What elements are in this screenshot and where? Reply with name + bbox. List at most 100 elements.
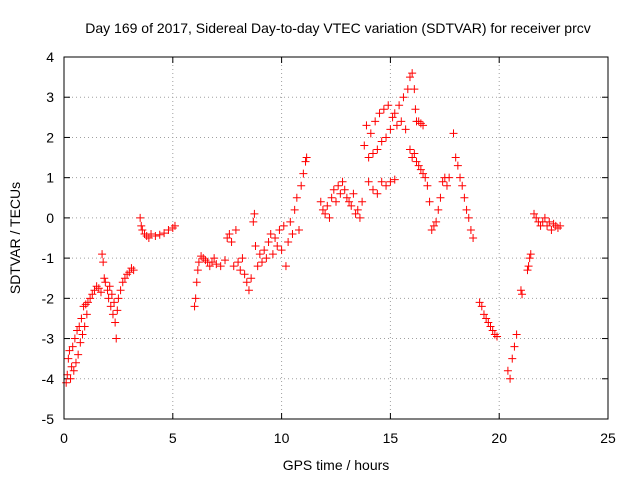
data-point xyxy=(302,153,311,162)
data-point xyxy=(416,119,425,128)
y-tick-label: -3 xyxy=(42,331,55,347)
data-point xyxy=(123,270,132,279)
data-point xyxy=(70,334,79,343)
data-point xyxy=(388,113,397,122)
data-point xyxy=(107,290,116,299)
data-point xyxy=(288,229,297,238)
data-point xyxy=(545,217,554,226)
data-point xyxy=(68,342,77,351)
data-point xyxy=(127,264,136,273)
data-point xyxy=(168,223,177,232)
data-point xyxy=(318,205,327,214)
data-point xyxy=(338,177,347,186)
data-point xyxy=(69,366,78,375)
data-point xyxy=(197,252,206,261)
data-point xyxy=(347,201,356,210)
data-point xyxy=(390,175,399,184)
data-point xyxy=(482,314,491,323)
data-point xyxy=(332,197,340,206)
data-point xyxy=(518,290,527,299)
data-point xyxy=(227,238,236,247)
y-tick-label: -1 xyxy=(42,250,55,266)
x-tick-label: 15 xyxy=(383,430,399,446)
data-point xyxy=(225,229,234,238)
y-tick-label: -2 xyxy=(42,290,55,306)
data-point xyxy=(323,201,332,210)
data-point xyxy=(327,193,336,202)
data-point xyxy=(490,330,499,339)
data-point xyxy=(382,133,391,142)
data-point xyxy=(399,93,408,102)
data-point xyxy=(351,209,360,218)
data-point xyxy=(408,69,417,78)
data-point xyxy=(111,318,120,327)
data-point xyxy=(136,213,145,222)
data-point xyxy=(277,246,286,255)
data-point xyxy=(301,157,310,166)
data-point xyxy=(377,137,386,146)
data-point xyxy=(412,157,421,166)
data-point xyxy=(193,266,202,275)
data-series-sdtvar xyxy=(62,69,565,387)
data-point xyxy=(375,109,384,118)
data-point xyxy=(373,189,382,198)
data-point xyxy=(368,149,377,158)
data-point xyxy=(264,238,273,247)
data-point xyxy=(466,225,475,234)
data-point xyxy=(321,209,330,218)
data-point xyxy=(82,310,91,319)
data-point xyxy=(556,221,565,230)
data-point xyxy=(523,266,532,275)
x-tick-labels: 0 5 10 15 20 25 xyxy=(60,430,616,446)
data-point xyxy=(464,213,473,222)
data-point xyxy=(364,153,373,162)
y-axis-label: SDTVAR / TECUs xyxy=(7,182,23,294)
data-point xyxy=(353,205,362,214)
data-point xyxy=(425,197,434,206)
data-point xyxy=(405,145,414,154)
data-point xyxy=(260,246,269,255)
data-point xyxy=(210,254,219,263)
data-point xyxy=(386,177,395,186)
data-point xyxy=(395,101,404,110)
x-tick-label: 5 xyxy=(169,430,177,446)
data-point xyxy=(88,290,97,299)
data-point xyxy=(355,213,364,222)
data-point xyxy=(438,177,447,186)
data-point xyxy=(411,105,420,114)
data-point xyxy=(64,354,73,363)
data-point xyxy=(316,197,325,206)
data-point xyxy=(345,197,354,206)
data-point xyxy=(199,254,208,263)
data-point xyxy=(112,334,121,343)
data-point xyxy=(373,145,382,154)
data-point xyxy=(63,370,72,379)
data-point xyxy=(74,350,83,359)
data-point xyxy=(408,153,417,162)
data-point xyxy=(453,161,462,170)
data-point xyxy=(101,278,110,287)
data-point xyxy=(445,173,454,182)
data-point xyxy=(553,223,562,232)
data-point xyxy=(524,262,533,271)
data-point xyxy=(449,129,458,138)
data-point xyxy=(155,230,164,239)
data-point xyxy=(266,229,275,238)
data-point xyxy=(401,125,410,134)
data-point xyxy=(116,286,125,295)
data-point xyxy=(429,221,438,230)
data-point xyxy=(479,310,488,319)
data-point xyxy=(221,256,230,265)
data-point xyxy=(240,270,249,279)
x-tick-label: 10 xyxy=(274,430,290,446)
data-point xyxy=(262,254,271,263)
data-point xyxy=(73,326,82,335)
data-point xyxy=(207,258,216,267)
data-point xyxy=(419,121,428,130)
data-point xyxy=(144,234,153,242)
data-point xyxy=(364,177,373,186)
data-point xyxy=(192,278,201,287)
data-point xyxy=(419,169,428,178)
data-point xyxy=(540,213,549,222)
data-point xyxy=(244,286,253,295)
